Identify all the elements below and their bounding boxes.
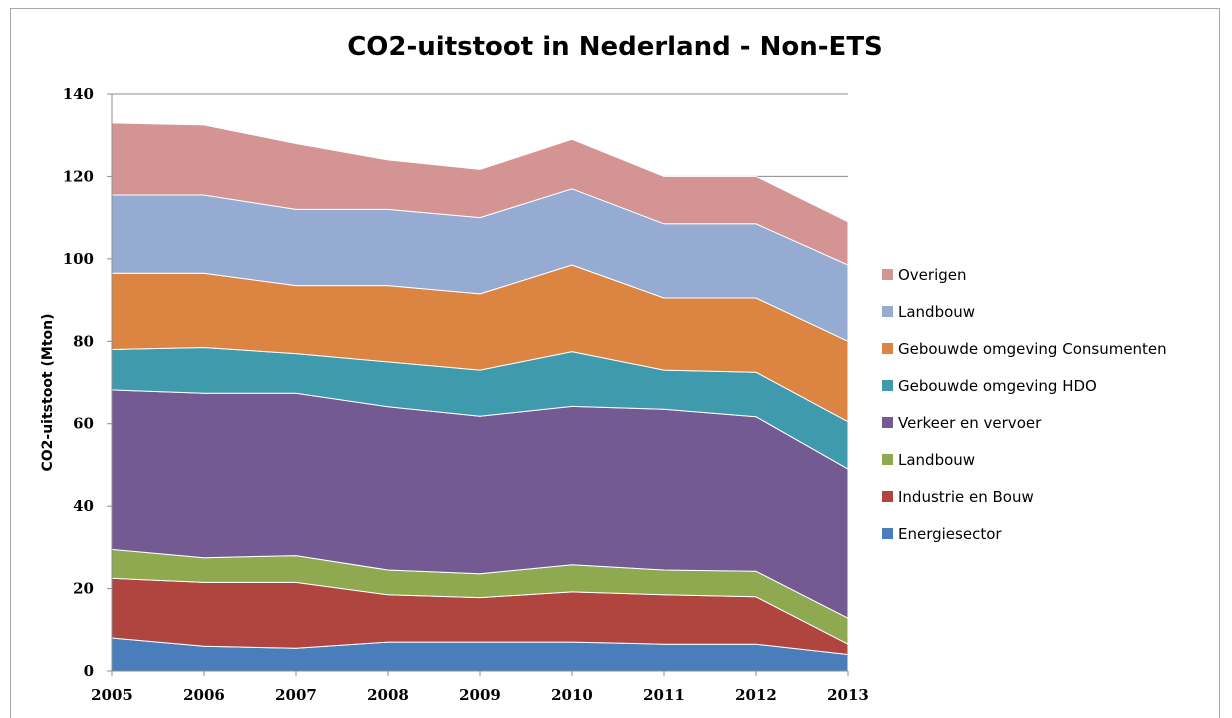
legend-swatch-5 (882, 343, 893, 354)
x-tick-label-2013: 2013 (827, 686, 869, 704)
legend-label-5: Gebouwde omgeving Consumenten (898, 340, 1167, 358)
y-tick-label-120: 120 (63, 167, 94, 185)
chart-title: CO2-uitstoot in Nederland - Non-ETS (347, 32, 883, 62)
legend-label-2: Landbouw (898, 451, 975, 469)
legend-swatch-4 (882, 380, 893, 391)
legend-swatch-6 (882, 306, 893, 317)
y-tick-label-100: 100 (63, 250, 94, 268)
legend-label-6: Landbouw (898, 303, 975, 321)
y-tick-label-0: 0 (84, 662, 94, 680)
legend-label-0: Energiesector (898, 525, 1002, 543)
area-series-7 (111, 122, 849, 266)
y-tick-label-80: 80 (73, 332, 94, 350)
legend-label-3: Verkeer en vervoer (898, 414, 1042, 432)
x-tick-label-2009: 2009 (459, 686, 501, 704)
x-tick-label-2005: 2005 (91, 686, 133, 704)
legend-swatch-7 (882, 269, 893, 280)
x-tick-label-2007: 2007 (275, 686, 317, 704)
legend-swatch-1 (882, 491, 893, 502)
y-tick-label-20: 20 (73, 580, 94, 598)
legend-swatch-0 (882, 528, 893, 539)
y-tick-label-60: 60 (73, 415, 94, 433)
x-tick-label-2010: 2010 (551, 686, 593, 704)
legend-swatch-2 (882, 454, 893, 465)
x-tick-label-2006: 2006 (183, 686, 225, 704)
legend-label-4: Gebouwde omgeving HDO (898, 377, 1097, 395)
legend-label-7: Overigen (898, 266, 967, 284)
x-tick-label-2011: 2011 (643, 686, 685, 704)
y-tick-label-40: 40 (73, 497, 94, 515)
x-tick-label-2012: 2012 (735, 686, 777, 704)
legend-label-1: Industrie en Bouw (898, 488, 1034, 506)
y-tick-label-140: 140 (63, 85, 94, 103)
x-tick-label-2008: 2008 (367, 686, 409, 704)
legend-swatch-3 (882, 417, 893, 428)
y-axis-label: CO2-uitstoot (Mton) (40, 313, 56, 471)
